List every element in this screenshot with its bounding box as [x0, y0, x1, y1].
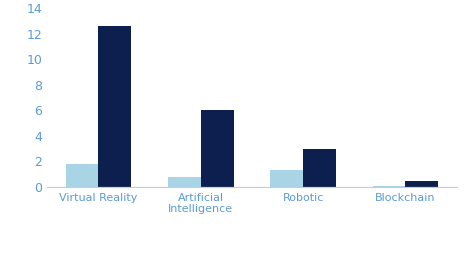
Bar [303, 149, 336, 187]
Bar [66, 164, 98, 187]
Bar [270, 170, 303, 187]
Bar [406, 181, 438, 187]
Bar [98, 26, 131, 187]
Bar [168, 177, 201, 187]
Bar [201, 110, 234, 187]
Bar [373, 186, 406, 187]
